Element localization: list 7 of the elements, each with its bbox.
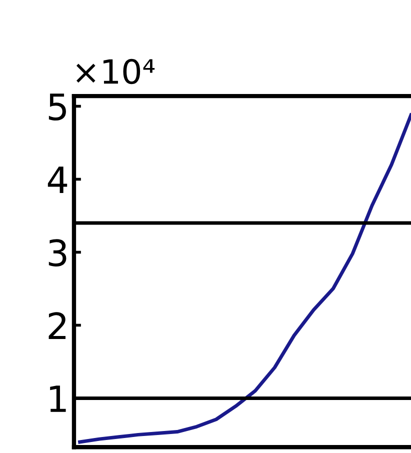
text: ×10⁴ bbox=[76, 58, 155, 84]
y-tick-label: 5 bbox=[48, 94, 66, 120]
y-tick-label: 1 bbox=[50, 386, 66, 412]
y-tick-label: 2 bbox=[48, 312, 66, 339]
y-tick-label: 4 bbox=[48, 166, 68, 193]
line-series bbox=[78, 113, 411, 444]
y-tick-label: 3 bbox=[48, 239, 66, 266]
